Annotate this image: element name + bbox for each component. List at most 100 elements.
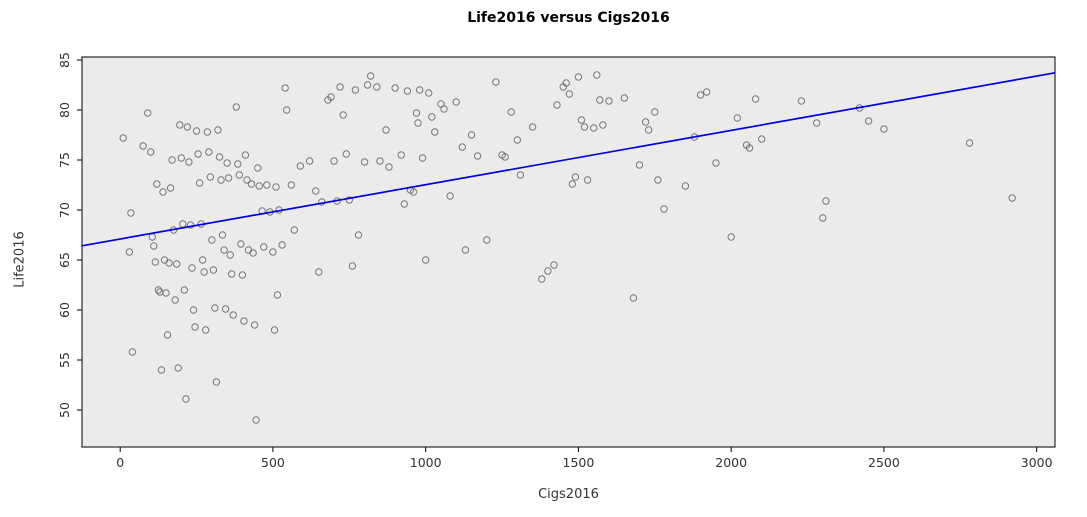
data-point (336, 83, 344, 91)
data-point (415, 86, 424, 94)
data-point (348, 262, 357, 270)
data-point (819, 214, 827, 222)
x-tick-label: 0 (116, 455, 124, 470)
data-point (208, 236, 216, 244)
data-point (965, 139, 974, 147)
data-point (409, 188, 418, 196)
data-point (278, 241, 286, 249)
data-point (185, 158, 193, 166)
data-point (165, 259, 173, 267)
data-point (220, 246, 228, 254)
data-point (373, 83, 381, 91)
data-point (176, 121, 184, 129)
data-point (391, 84, 399, 92)
data-point (629, 294, 638, 302)
data-point (218, 231, 227, 239)
data-point (428, 113, 436, 121)
data-point (354, 231, 363, 239)
data-point (177, 154, 186, 162)
data-point (660, 205, 668, 213)
data-point (305, 157, 314, 165)
data-point (342, 150, 350, 158)
data-point (290, 226, 298, 234)
y-tick-label: 60 (57, 302, 72, 318)
data-point (400, 200, 408, 208)
y-tick-label: 85 (57, 52, 72, 68)
data-point (651, 108, 659, 116)
data-point (385, 163, 393, 171)
data-point (200, 268, 208, 276)
data-point (605, 97, 613, 105)
x-tick-label: 2500 (868, 455, 900, 470)
data-point (440, 105, 448, 113)
data-point (180, 286, 189, 294)
y-tick-label: 55 (57, 352, 72, 368)
data-point (544, 267, 552, 275)
data-point (620, 94, 628, 102)
data-point (144, 109, 152, 117)
data-point (243, 176, 251, 184)
data-point (263, 181, 271, 189)
data-point (330, 157, 338, 165)
x-tick-label: 1500 (563, 455, 595, 470)
data-point (273, 291, 282, 299)
x-tick-label: 3000 (1021, 455, 1053, 470)
data-point (703, 88, 711, 96)
data-point (376, 157, 384, 165)
data-point (360, 158, 369, 166)
data-point (446, 192, 454, 200)
data-point (241, 151, 250, 159)
data-point (127, 209, 135, 217)
data-point (418, 154, 427, 162)
data-point (590, 124, 598, 132)
data-point (382, 126, 390, 134)
data-point (473, 152, 482, 160)
data-point (751, 95, 760, 103)
data-point (797, 97, 806, 105)
data-point (641, 118, 650, 126)
data-point (422, 256, 430, 264)
data-point (235, 171, 244, 179)
y-tick-label: 80 (57, 102, 72, 118)
data-point (315, 268, 323, 276)
data-point (183, 123, 192, 131)
data-point (397, 151, 405, 159)
data-point (733, 114, 741, 122)
data-point (188, 264, 196, 272)
data-point (574, 73, 583, 81)
data-point (745, 144, 754, 152)
data-point (550, 261, 558, 269)
data-point (125, 248, 134, 256)
x-tick-label: 2000 (715, 455, 747, 470)
data-point (168, 156, 176, 164)
data-point (571, 173, 580, 181)
data-point (215, 153, 224, 161)
plot-area (81, 56, 1056, 448)
y-tick-label: 65 (57, 252, 72, 268)
data-point (635, 161, 644, 169)
chart-title: Life2016 versus Cigs2016 (467, 10, 670, 26)
data-point (224, 174, 233, 182)
data-point (758, 135, 766, 143)
data-point (565, 90, 573, 98)
data-point (195, 179, 204, 187)
data-point (681, 182, 690, 190)
data-point (431, 128, 439, 136)
data-point (296, 162, 305, 170)
data-point (583, 176, 592, 184)
data-point (880, 125, 888, 133)
y-tick-label: 70 (57, 202, 72, 218)
data-point (255, 182, 263, 190)
data-point (174, 364, 182, 372)
data-point (312, 187, 320, 195)
data-point (150, 242, 158, 250)
data-point (221, 305, 230, 313)
data-point (1008, 194, 1016, 202)
data-point (538, 275, 546, 283)
data-point (516, 171, 525, 179)
data-point (425, 89, 433, 97)
data-point (128, 348, 137, 356)
data-point (467, 131, 476, 139)
